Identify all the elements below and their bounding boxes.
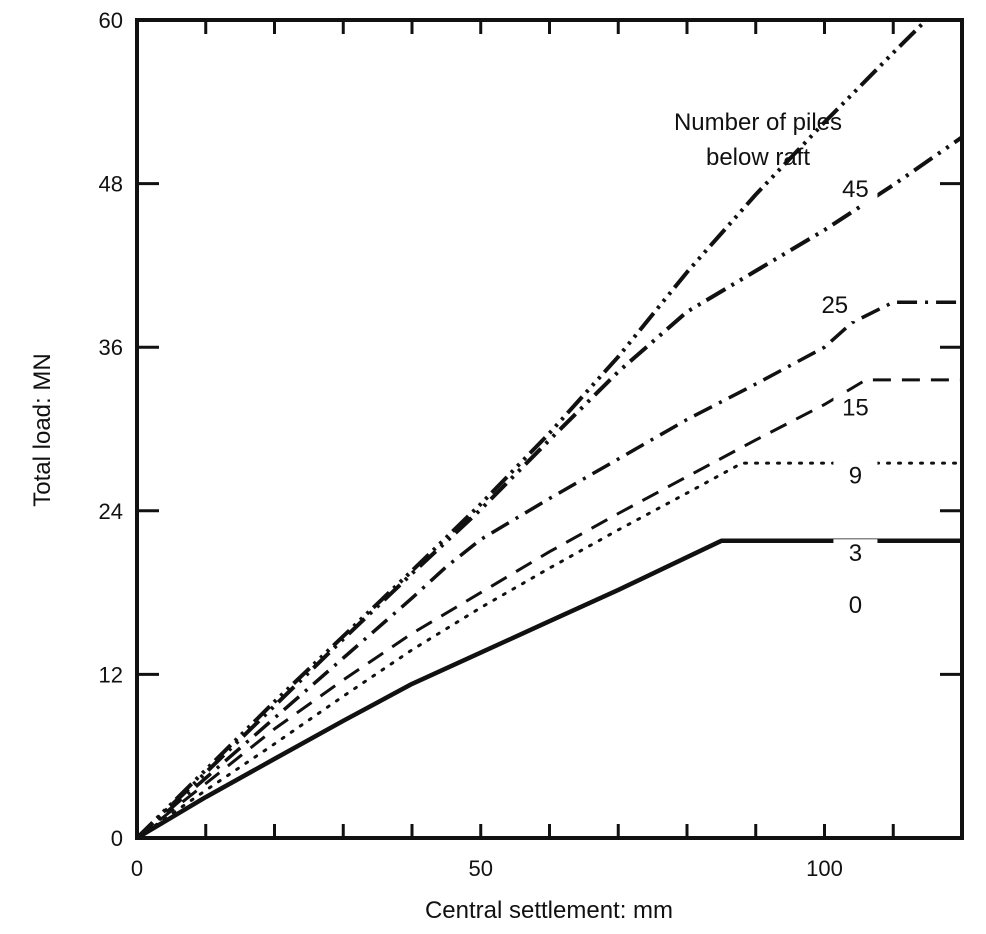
x-tick-label: 0	[131, 856, 143, 881]
legend-title-line-1: Number of piles	[674, 109, 842, 136]
series-line-3	[137, 461, 962, 838]
series-label-25: 25	[821, 292, 848, 319]
y-tick-label: 0	[111, 826, 123, 851]
series-label-bg	[833, 175, 878, 206]
plot-frame	[135, 18, 964, 840]
series-label-15: 15	[842, 394, 869, 421]
series-label-bg	[833, 461, 878, 492]
series-label-45: 45	[842, 176, 869, 203]
series-line-45	[137, 20, 930, 838]
y-axis-title: Total load: MN	[29, 353, 56, 506]
series-label-9: 9	[849, 463, 862, 490]
series-label-bg	[812, 291, 857, 322]
series-label-bg	[833, 393, 878, 424]
x-tick-label: 100	[806, 856, 843, 881]
y-tick-label: 60	[99, 8, 123, 33]
x-tick-label: 50	[469, 856, 493, 881]
series-label-bg	[833, 539, 878, 570]
series-line-25	[137, 135, 962, 838]
y-tick-label: 48	[99, 172, 123, 197]
y-tick-label: 12	[99, 662, 123, 687]
series-line-9	[137, 378, 962, 838]
y-tick-label: 36	[99, 335, 123, 360]
legend-title-line-2: below raft	[706, 144, 810, 171]
series-label-3: 3	[849, 540, 862, 567]
series-line-0	[137, 538, 962, 838]
series-line-15	[137, 300, 962, 838]
x-axis-title: Central settlement: mm	[425, 897, 673, 924]
series-label-0: 0	[849, 592, 862, 619]
y-tick-label: 24	[99, 499, 123, 524]
chart-marks: 0 50 100 0 12 24 36 48 60 0 3 9 15 25 45	[99, 8, 962, 881]
series-label-bg	[833, 591, 878, 622]
